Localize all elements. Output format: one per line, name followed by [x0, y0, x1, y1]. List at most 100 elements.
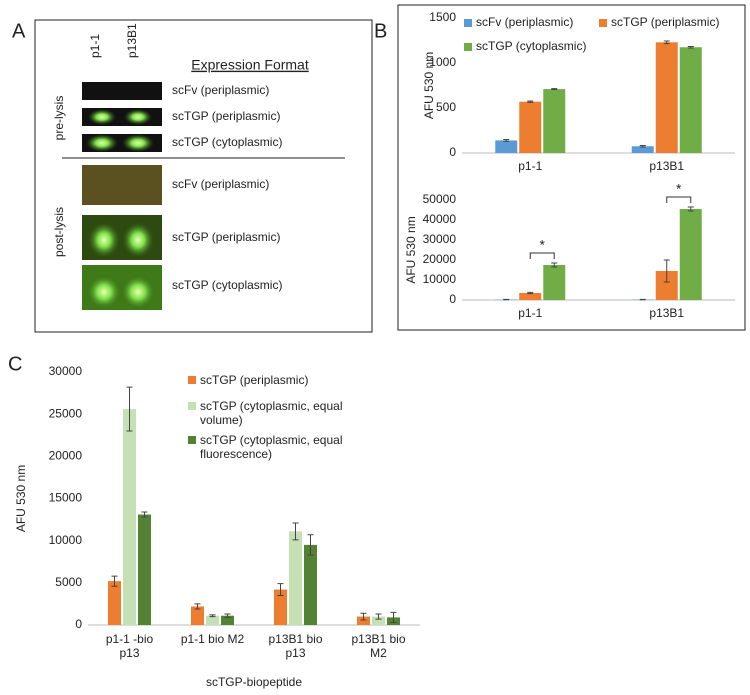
significance-bracket: [666, 196, 692, 203]
glow: [124, 109, 152, 125]
error-bar: [663, 40, 670, 45]
y-tick-label: 30000: [423, 232, 457, 246]
x-tick-label: p13B1 bio M2: [351, 632, 406, 660]
bar: [108, 581, 121, 625]
y-tick-label: 20000: [49, 449, 83, 463]
bar: [274, 589, 287, 625]
y-tick-label: 0: [449, 292, 456, 306]
glow: [122, 134, 154, 152]
panel-a-box: [34, 19, 373, 333]
x-tick-label-box: p13B1 bio M2: [351, 632, 406, 660]
error-bar: [375, 613, 382, 620]
legend-label-box: scTGP (periplasmic): [200, 373, 309, 387]
bar: [304, 544, 317, 625]
error-bar: [277, 583, 284, 596]
legend-label-box: scTGP (cytoplasmic, equal volume): [200, 399, 343, 427]
error-bar: [639, 145, 646, 148]
error-bar: [687, 46, 694, 49]
error-bar: [503, 139, 510, 142]
y-tick-label: 1500: [429, 10, 456, 24]
glow: [86, 274, 122, 310]
legend-swatch: [464, 19, 472, 27]
x-tick-label-box: p1-1 bio M2: [180, 632, 245, 646]
y-tick-label: 10000: [423, 272, 457, 286]
column-label: p1-1: [88, 34, 102, 58]
x-tick-label: p1-1: [518, 306, 542, 320]
bar: [655, 271, 678, 300]
error-bar: [687, 206, 694, 212]
glow: [88, 222, 120, 258]
column-label: p13B1: [125, 23, 139, 58]
error-bar: [551, 88, 558, 91]
error-bar: [527, 291, 534, 295]
photos: [82, 82, 162, 310]
y-axis-label: AFU 530 nm: [14, 465, 28, 532]
annotation: *: [540, 237, 546, 253]
glow: [122, 222, 154, 258]
photo: [82, 82, 162, 100]
bar: [138, 514, 151, 625]
bar: [543, 89, 566, 153]
photo: [82, 165, 162, 205]
panel-b-box: [397, 4, 746, 331]
error-bar: [527, 100, 534, 103]
x-axis-label: scTGP-biopeptide: [206, 675, 302, 689]
legend-swatch: [188, 402, 196, 410]
bar: [372, 616, 385, 625]
error-bar: [663, 259, 670, 283]
x-tick-label: p1-1 bio M2: [180, 632, 245, 646]
legend-label: scTGP (periplasmic): [611, 15, 719, 29]
panel-label: A: [12, 20, 26, 42]
y-tick-label: 1000: [429, 55, 456, 69]
bar: [679, 47, 702, 153]
legend-label: scTGP (cytoplasmic, equal volume): [200, 399, 343, 427]
error-bar: [307, 534, 314, 556]
error-bar: [126, 386, 133, 432]
x-tick-label-box: p13B1 bio p13: [268, 632, 322, 660]
row-label: scTGP (cytoplasmic): [172, 135, 282, 149]
y-axis-label: AFU 530 nm: [404, 216, 418, 283]
error-bar: [224, 613, 231, 618]
legend-label-box: scTGP (cytoplasmic, equal fluorescence): [200, 433, 343, 461]
legend-label: scTGP (cytoplasmic): [476, 39, 586, 53]
row-label: scFv (periplasmic): [172, 177, 269, 191]
bar: [519, 293, 542, 300]
glow: [86, 134, 118, 152]
error-bar: [209, 614, 216, 618]
y-tick-label: 25000: [49, 406, 83, 420]
panel-label: B: [374, 20, 387, 42]
legend-label: scFv (periplasmic): [476, 15, 573, 29]
legend-swatch: [188, 436, 196, 444]
y-tick-label: 15000: [49, 491, 83, 505]
y-tick-label: 10000: [49, 533, 83, 547]
error-bar: [360, 612, 367, 621]
row-label: scTGP (periplasmic): [172, 109, 280, 123]
bar: [631, 146, 654, 153]
bar: [495, 140, 518, 153]
y-tick-label: 30000: [49, 364, 83, 378]
annotation: *: [676, 181, 682, 197]
x-tick-label: p1-1: [518, 159, 542, 173]
glow: [88, 109, 116, 125]
bar: [655, 42, 678, 153]
y-tick-label: 0: [449, 145, 456, 159]
x-tick-label-box: p1-1 -bio p13: [105, 632, 154, 660]
legend-label: scTGP (periplasmic): [200, 373, 309, 387]
error-bar: [551, 262, 558, 268]
bar: [191, 606, 204, 625]
x-tick-label: p13B1: [649, 306, 684, 320]
legend-swatch: [464, 43, 472, 51]
bar: [679, 209, 702, 300]
panel-label: C: [8, 353, 22, 375]
x-tick-label: p1-1 -bio p13: [105, 632, 154, 660]
error-bar: [390, 611, 397, 623]
y-tick-label: 5000: [55, 575, 82, 589]
group-label: pre-lysis: [52, 96, 66, 141]
error-bar: [194, 603, 201, 610]
y-tick-label: 20000: [423, 252, 457, 266]
y-axis-label: AFU 530 nm: [422, 52, 436, 119]
y-tick-label: 500: [436, 100, 456, 114]
glow: [120, 274, 156, 310]
row-label: scFv (periplasmic): [172, 83, 269, 97]
